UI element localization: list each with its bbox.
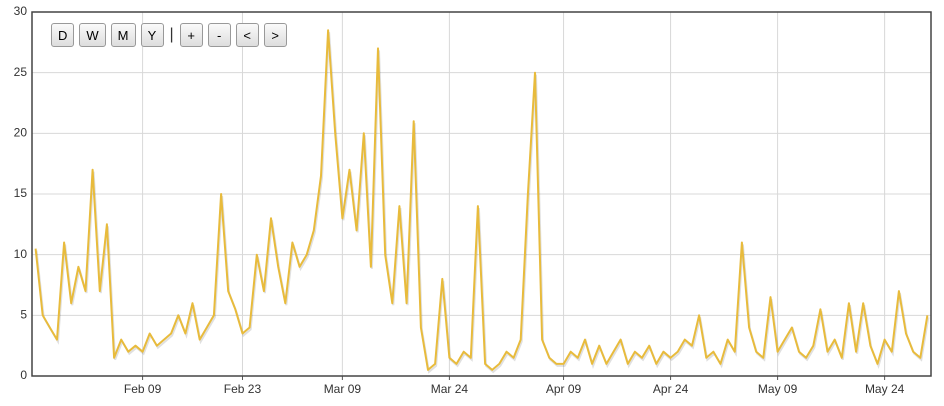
control-button[interactable]: < xyxy=(235,23,259,47)
data-line xyxy=(34,29,929,371)
y-tick-label: 0 xyxy=(20,368,27,382)
control-button[interactable]: Y xyxy=(140,23,164,47)
plot-border xyxy=(31,11,932,377)
x-tick-label: Mar 09 xyxy=(324,382,362,396)
y-tick-label: 15 xyxy=(14,186,28,200)
control-button[interactable]: D xyxy=(51,23,75,47)
y-tick-label: 25 xyxy=(14,65,28,79)
y-tick-label: 20 xyxy=(14,126,28,140)
separator: | xyxy=(169,26,174,43)
x-tick-label: Feb 23 xyxy=(224,382,262,396)
x-tick-label: May 24 xyxy=(865,382,905,396)
control-button[interactable]: M xyxy=(110,23,136,47)
controls: D W M Y | + - < > xyxy=(51,23,287,47)
y-tick-label: 10 xyxy=(14,247,28,261)
x-tick-label: Apr 09 xyxy=(546,382,582,396)
x-tick-label: May 09 xyxy=(758,382,798,396)
control-button[interactable]: - xyxy=(207,23,231,47)
y-tick-label: 5 xyxy=(20,308,27,322)
control-button[interactable]: > xyxy=(263,23,287,47)
x-tick-label: Feb 09 xyxy=(124,382,162,396)
x-tick-label: Mar 24 xyxy=(431,382,469,396)
x-tick-label: Apr 24 xyxy=(653,382,689,396)
control-button[interactable]: W xyxy=(79,23,106,47)
y-tick-label: 30 xyxy=(14,4,28,18)
control-button[interactable]: + xyxy=(179,23,203,47)
